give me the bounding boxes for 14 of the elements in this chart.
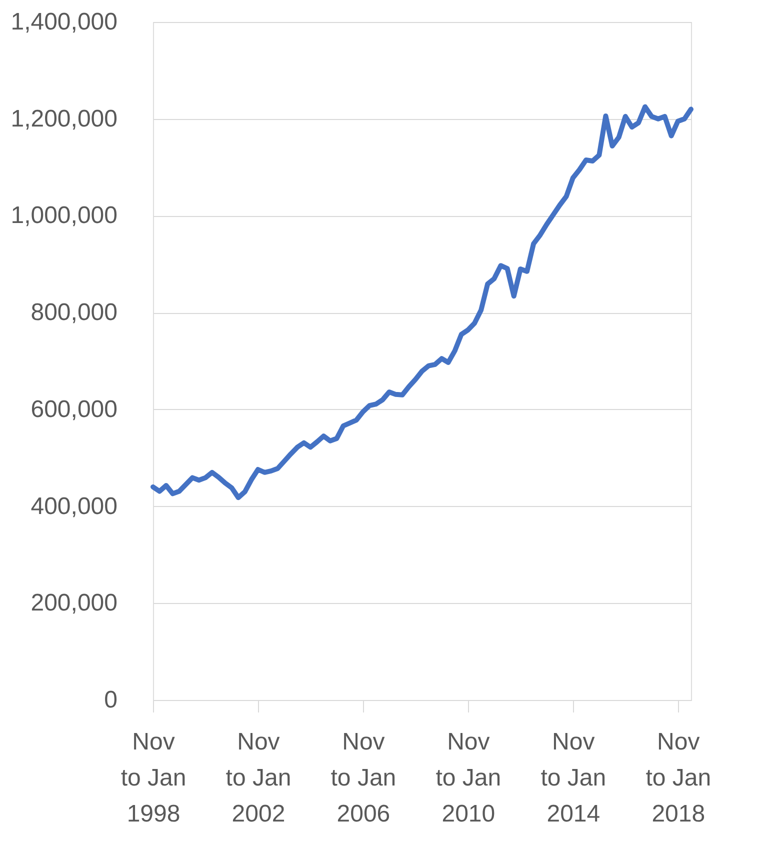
y-tick-label: 1,200,000	[10, 105, 118, 132]
x-tick-label: Nov to Jan 2018	[646, 728, 712, 828]
y-tick-label: 0	[104, 686, 118, 714]
x-tick-label: Nov to Jan 2014	[540, 728, 606, 828]
x-tick-label: Nov to Jan 1998	[120, 728, 186, 828]
x-tick-label: Nov to Jan 2002	[226, 728, 292, 828]
y-tick-label: 400,000	[30, 492, 118, 520]
y-tick-label: 1,000,000	[10, 202, 118, 230]
x-tick-label: Nov to Jan 2006	[330, 728, 396, 828]
y-tick-label: 1,400,000	[10, 8, 118, 36]
y-tick-label: 200,000	[30, 590, 118, 617]
x-tick-label: Nov to Jan 2010	[436, 728, 502, 828]
y-tick-label: 600,000	[30, 396, 118, 423]
y-tick-label: 800,000	[30, 299, 118, 326]
